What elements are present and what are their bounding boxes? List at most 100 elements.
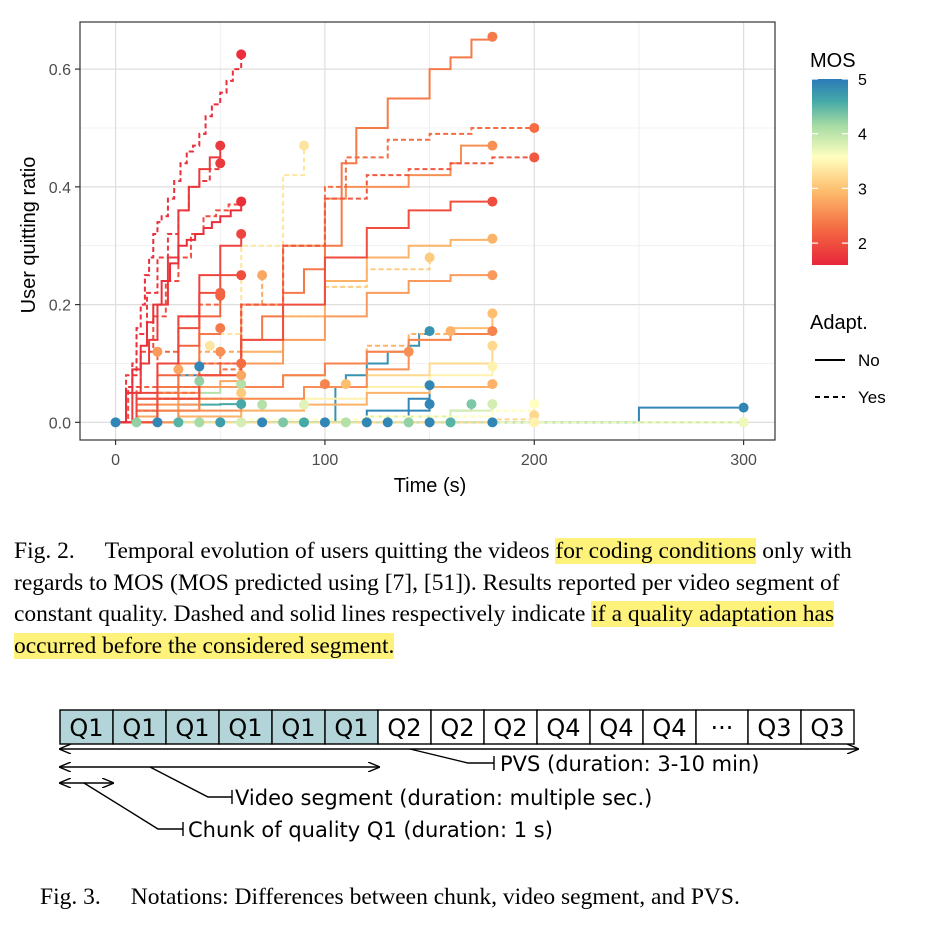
pvs-label: PVS (duration: 3-10 min) bbox=[500, 752, 759, 776]
chunk-label-text: Q1 bbox=[228, 714, 262, 742]
data-point-24 bbox=[257, 399, 268, 410]
data-point-14 bbox=[403, 417, 414, 428]
series-end-point-21 bbox=[298, 140, 309, 151]
fig2-caption: Fig. 2. Temporal evolution of users quitt… bbox=[14, 536, 914, 662]
data-point-3 bbox=[173, 417, 184, 428]
quitting-ratio-chart: 0 100 200 300 0.0 0.2 0.4 0.6 Time (s) User qui… bbox=[18, 21, 886, 497]
y-tick-label: 0.0 bbox=[49, 415, 71, 432]
series-end-point-4 bbox=[236, 228, 247, 239]
series-line-24 bbox=[115, 331, 494, 424]
x-tick-label: 300 bbox=[730, 452, 757, 469]
y-tick-label: 0.2 bbox=[49, 298, 71, 315]
chunk-label-text: Q4 bbox=[546, 714, 580, 742]
series-end-point-7 bbox=[215, 290, 226, 301]
series-end-point-35 bbox=[529, 399, 540, 410]
chunk-label-text: ··· bbox=[711, 714, 734, 742]
series-end-point-40 bbox=[236, 379, 247, 390]
series-line-17 bbox=[115, 200, 493, 424]
series-end-point-29 bbox=[487, 361, 498, 372]
data-point-18 bbox=[529, 417, 540, 428]
series-line-12 bbox=[115, 201, 243, 424]
series-end-point-20 bbox=[424, 252, 435, 263]
data-point-19 bbox=[173, 364, 184, 375]
data-point-17 bbox=[487, 417, 498, 428]
series-end-point-42 bbox=[194, 361, 205, 372]
series-end-point-12 bbox=[236, 196, 247, 207]
data-point-1 bbox=[131, 417, 142, 428]
fig3-caption: Fig. 3. Notations: Differences between ch… bbox=[40, 882, 928, 914]
data-point-8 bbox=[278, 417, 289, 428]
chunk-box bbox=[59, 709, 114, 745]
series-end-point-33 bbox=[487, 399, 498, 410]
chunk-label-text: Q1 bbox=[122, 714, 156, 742]
series-end-point-16 bbox=[487, 140, 498, 151]
series-end-point-41 bbox=[236, 399, 247, 410]
data-point-6 bbox=[236, 417, 247, 428]
chunk-box bbox=[747, 709, 802, 745]
series-end-point-9 bbox=[215, 346, 226, 357]
data-point-9 bbox=[298, 417, 309, 428]
series-line-14 bbox=[115, 126, 535, 424]
data-point-26 bbox=[152, 346, 163, 357]
chunk-label-text: Q2 bbox=[387, 714, 421, 742]
series-line-13 bbox=[115, 36, 494, 424]
series-end-point-24 bbox=[487, 326, 498, 337]
data-point-5 bbox=[215, 417, 226, 428]
data-point-22 bbox=[319, 379, 330, 390]
chunk-label-text: Q1 bbox=[69, 714, 103, 742]
x-axis-label: Time (s) bbox=[394, 475, 467, 497]
data-point-15 bbox=[424, 417, 435, 428]
segment-label: Video segment (duration: multiple sec.) bbox=[235, 786, 652, 810]
y-tick-label: 0.4 bbox=[49, 180, 71, 197]
y-tick-label: 0.6 bbox=[49, 62, 71, 79]
data-point-16 bbox=[445, 417, 456, 428]
color-tick-label: 2 bbox=[858, 236, 867, 253]
fig2-text-2: only with regards to MOS (MOS predicted … bbox=[14, 538, 852, 627]
series-end-point-0 bbox=[236, 49, 247, 60]
legend-no-label: No bbox=[858, 351, 880, 370]
data-point-21 bbox=[236, 387, 247, 398]
series-end-point-25 bbox=[445, 326, 456, 337]
series-line-27 bbox=[115, 351, 410, 424]
x-tick-label: 100 bbox=[312, 452, 339, 469]
fig2-highlight-1: for coding conditions bbox=[555, 538, 757, 564]
data-point-2 bbox=[152, 417, 163, 428]
series-end-point-5 bbox=[236, 270, 247, 281]
series-end-point-17 bbox=[487, 196, 498, 207]
series-end-point-34 bbox=[466, 399, 477, 410]
data-point-10 bbox=[319, 417, 330, 428]
color-tick-label: 3 bbox=[858, 181, 867, 198]
series-line-35 bbox=[115, 404, 536, 424]
series-end-point-8 bbox=[215, 323, 226, 334]
series-end-point-11 bbox=[236, 370, 247, 381]
notation-diagram: Q1 Q1 Q1 Q1 Q1 Q1 Q2 Q2 Q2 Q4 Q4 Q4 ··· Q3 Q3 PVS (dur… bbox=[0, 709, 928, 842]
chunk-box bbox=[800, 709, 855, 745]
series-end-point-26 bbox=[424, 326, 435, 337]
fig3-text: Notations: Differences between chunk, vi… bbox=[130, 884, 740, 910]
legend-yes-label: Yes bbox=[858, 388, 886, 407]
color-legend-title: MOS bbox=[810, 50, 856, 72]
data-point-23 bbox=[340, 379, 351, 390]
chunk-label-text: Q1 bbox=[334, 714, 368, 742]
chunk-label-text: Q2 bbox=[493, 714, 527, 742]
series-end-point-28 bbox=[487, 340, 498, 351]
chunk-label-text: Q4 bbox=[599, 714, 633, 742]
chunk-box bbox=[377, 709, 432, 745]
series-end-point-30 bbox=[487, 379, 498, 390]
plot-border bbox=[79, 21, 776, 441]
data-point-4 bbox=[194, 417, 205, 428]
data-point-25 bbox=[298, 399, 309, 410]
chunk-label-text: Q1 bbox=[281, 714, 315, 742]
fig2-label: Fig. 2. bbox=[14, 538, 75, 564]
series-end-point-31 bbox=[424, 380, 435, 391]
chunk-box bbox=[695, 709, 749, 745]
series-end-point-1 bbox=[215, 140, 226, 151]
series-end-point-13 bbox=[487, 31, 498, 42]
pvs-leader bbox=[409, 748, 494, 764]
color-tick-label: 4 bbox=[858, 127, 867, 144]
series-end-point-2 bbox=[215, 158, 226, 169]
data-point-27 bbox=[204, 340, 215, 351]
series-end-point-38 bbox=[738, 402, 749, 413]
color-tick-label: 5 bbox=[858, 72, 867, 89]
series-end-point-18 bbox=[487, 233, 498, 244]
